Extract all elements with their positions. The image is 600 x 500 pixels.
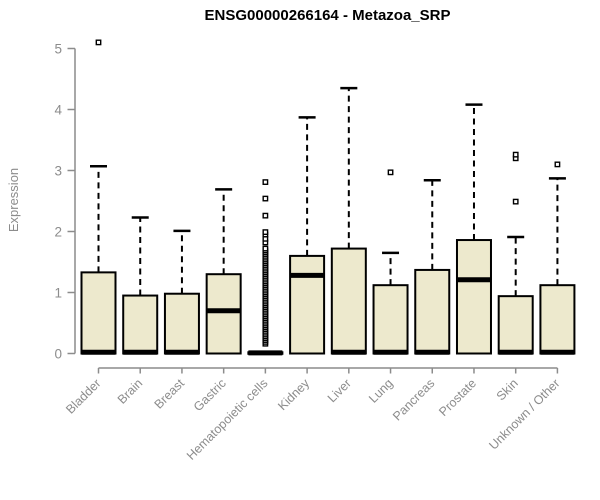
boxplot-hematopoietic-cells: [247, 179, 284, 356]
y-tick-label: 2: [54, 225, 62, 240]
box: [372, 284, 409, 355]
box: [330, 247, 367, 355]
boxplot-gastric: [205, 188, 242, 355]
chart-title: ENSG00000266164 - Metazoa_SRP: [204, 7, 451, 24]
outlier-point: [554, 161, 561, 168]
x-tick-label: Skin: [494, 376, 521, 403]
outlier-point: [262, 245, 269, 252]
x-tick-label: Unknown / Other: [486, 376, 562, 452]
boxplot-liver: [330, 86, 367, 355]
x-tick-label: Liver: [325, 376, 354, 405]
outlier-point: [262, 212, 269, 219]
box: [163, 292, 200, 355]
y-tick-label: 4: [54, 103, 62, 118]
box: [414, 268, 451, 355]
y-tick-label: 5: [54, 42, 62, 57]
boxplot-breast: [163, 229, 200, 355]
boxplot-brain: [122, 216, 159, 355]
x-tick-label: Gastric: [191, 376, 229, 414]
outlier-point: [95, 39, 102, 46]
boxplot-bladder: [80, 39, 117, 355]
x-tick-label: Hematopoietic cells: [184, 376, 271, 463]
x-tick-label: Prostate: [436, 376, 479, 419]
boxplot-pancreas: [414, 179, 451, 355]
box: [205, 273, 242, 355]
y-tick-label: 1: [54, 286, 62, 301]
outlier-point: [512, 198, 519, 205]
boxplot-skin: [497, 151, 534, 355]
x-tick-label: Breast: [152, 376, 188, 412]
x-tick-label: Brain: [115, 376, 146, 407]
outlier-point: [262, 195, 269, 202]
box: [80, 271, 117, 355]
box: [455, 239, 492, 355]
box: [289, 254, 326, 355]
box: [539, 284, 576, 355]
boxplot-kidney: [289, 116, 326, 355]
x-tick-label: Bladder: [63, 376, 103, 416]
box: [122, 294, 159, 355]
boxplot-lung: [372, 169, 409, 355]
outlier-point: [387, 169, 394, 176]
boxplot-prostate: [455, 103, 492, 355]
outlier-point: [262, 179, 269, 185]
x-tick-label: Kidney: [275, 376, 312, 413]
y-tick-label: 0: [54, 347, 62, 362]
x-tick-label: Pancreas: [390, 376, 437, 423]
boxplot-unknown-other: [539, 161, 576, 355]
outlier-point: [262, 229, 269, 236]
x-tick-label: Lung: [366, 376, 396, 406]
box: [497, 295, 534, 355]
y-tick-label: 3: [54, 164, 62, 179]
outlier-point: [512, 151, 519, 158]
